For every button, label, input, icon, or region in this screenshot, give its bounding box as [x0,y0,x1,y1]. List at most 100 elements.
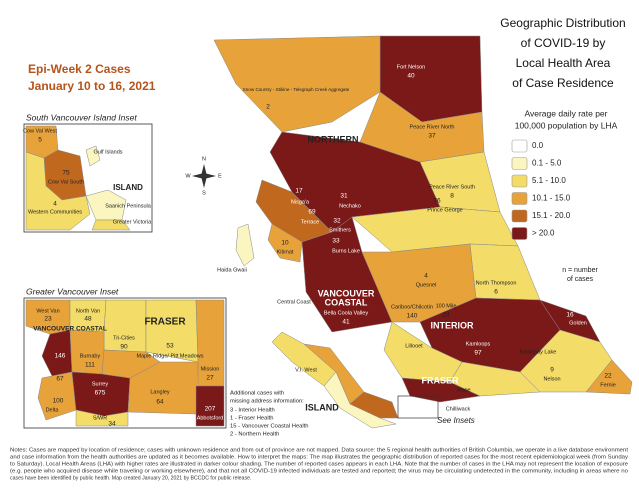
lha-name: S/WR [93,415,107,421]
note-line: Notes: Cases are mapped by location of r… [10,447,629,453]
lha-count: 4 [53,201,57,208]
lha-name: Nisga'a [291,199,310,205]
lha-name: Burns Lake [332,248,360,254]
map-title: Local Health Area [516,56,611,70]
bc-map [213,35,633,429]
area-name: Lillooet [405,343,423,349]
lha-area [75,409,129,427]
legend-swatch [511,209,528,223]
legend-swatch [511,157,528,170]
legend-label: 15.1 - 20.0 [532,211,571,220]
lha-count: 97 [474,350,482,357]
lha-count: 24 [442,312,450,319]
lha-area [235,223,255,267]
lha-count: 4 [424,273,428,280]
lha-count: 16 [566,312,574,319]
area-name: Chilliwack [446,406,471,412]
note-line: cases have been identified by public hea… [10,475,251,481]
region-label: ISLAND [305,402,339,412]
inset-title: South Vancouver Island Inset [26,112,137,122]
legend: Average daily rate per 100,000 populatio… [511,108,618,283]
note-line: and case information from the health aut… [10,454,628,460]
lha-name: Gulf Islands [93,149,122,155]
legend-items: 0.0 0.1 - 5.0 5.1 - 10.0 10.1 - 15.0 15.1 - … [511,139,571,240]
area-name: Haida Gwaii [217,267,247,273]
lha-area [85,189,127,221]
lha-area [91,219,131,231]
compass-letter: N [202,156,206,162]
lha-count: 6 [494,289,498,296]
region-label: FRASER [144,317,186,328]
lha-area [195,299,225,387]
compass-letter: S [202,190,206,196]
region-label: ISLAND [113,183,143,192]
lha-area [37,371,77,421]
lha-area [469,243,541,301]
lha-name: Saanich Peninsula [105,203,152,209]
lha-name: Abbotsford [197,415,224,421]
lha-name: Snow Country - Stikine - Telegraph Creek… [243,87,350,92]
lha-name: Terrace [301,219,319,225]
lha-name: Langley [150,389,170,395]
lha-name: Peace River South [429,184,475,190]
map-title: of Case Residence [512,76,614,90]
lha-name: Peace River North [410,124,455,130]
lha-name: Maple Ridge/ Pitt Meadows [137,353,204,359]
lha-count: 34 [108,421,116,428]
lha-name: Greater Victoria [113,219,152,225]
region-label: INTERIOR [430,320,474,330]
lha-count: 31 [340,193,348,200]
lha-name: West Van [36,308,59,314]
map-title: Geographic Distribution [500,16,625,30]
lha-count: 27 [206,375,214,382]
lha-count: 33 [332,238,340,245]
lha-count: 53 [166,343,174,350]
lha-count: 76 [433,198,441,205]
gv-inset: Greater Vancouver Inset FRASER VANCOUVER… [23,286,227,429]
lha-count: 37 [428,133,436,140]
lha-area [101,349,161,379]
lha-name: North Thompson [476,280,517,286]
lha-area [85,145,101,167]
lha-count: 40 [407,73,415,80]
lha-name: Golden [569,320,587,326]
legend-swatch [511,139,528,153]
inset-marker [397,395,439,419]
lha-name: Cow Val West [23,128,58,134]
lha-area [585,359,633,395]
lha-count: 207 [205,406,216,413]
lha-count: 2 [266,104,270,111]
missing-item: 1 - Fraser Health [230,416,274,422]
lha-area [449,361,541,397]
legend-label: > 20.0 [532,229,555,238]
lha-name: Cariboo/Chilcotin [391,304,433,310]
lha-area [195,385,225,427]
lha-labels: Fort Nelson 40 Snow Country - Stikine - … [217,64,616,412]
region-label: VANCOUVER COASTAL [33,326,107,333]
missing-item: 15 - Vancouver Coastal Health [230,424,309,430]
notes: Notes: Cases are mapped by location of r… [10,447,629,481]
lha-count: 140 [407,313,418,320]
lha-count: 90 [120,344,128,351]
area-name: Kootenay Lake [520,349,557,355]
lha-count: 675 [95,390,106,397]
lha-name: 100 Mile [436,303,457,309]
lha-name: Bella Coola Valley [324,310,368,316]
legend-label: 5.1 - 10.0 [532,176,566,185]
legend-note: of cases [567,276,594,283]
lha-count: 75 [62,170,70,177]
lha-name: Surrey [92,381,108,387]
region-label: VANCOUVER [318,288,375,298]
lha-name: Mission [201,366,220,372]
legend-label: 0.0 [532,141,544,150]
lha-area [323,371,397,429]
missing-item: 3 - Interior Health [230,408,275,414]
lha-area [349,391,399,419]
lha-name: Cow Val South [48,179,84,185]
lha-name: Kamloops [466,341,491,347]
lha-name: Tri-Cities [113,335,135,341]
lha-count: 67 [56,376,64,383]
region-label: COASTAL [325,297,368,307]
region-label: NORTHERN [308,134,359,144]
lha-count: 100 [53,398,64,405]
